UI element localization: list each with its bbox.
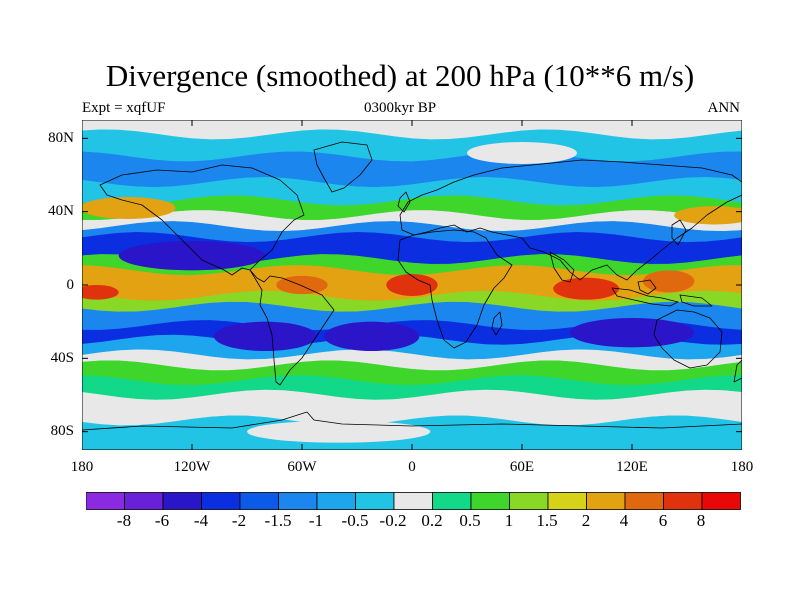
contour-feature xyxy=(569,318,695,348)
colorbar-box xyxy=(278,492,318,510)
coastline-greenland xyxy=(313,141,373,193)
coastline-madagascar xyxy=(491,311,503,336)
contour-feature xyxy=(674,206,742,225)
divergence-map xyxy=(82,120,742,450)
coastline-antarctica xyxy=(82,411,742,431)
colorbar-box xyxy=(162,492,202,510)
colorbar-box xyxy=(124,492,164,510)
colorbar-label: 0.5 xyxy=(459,511,481,530)
period-label: 0300kyr BP xyxy=(363,100,437,116)
colorbar-box xyxy=(470,492,510,510)
contour-feature xyxy=(214,321,317,351)
colorbar-box xyxy=(393,492,433,510)
coastline-south-america xyxy=(249,269,335,386)
contour-feature xyxy=(247,420,431,443)
colorbar-box xyxy=(586,492,626,510)
colorbar xyxy=(86,492,741,510)
coastline-indonesia xyxy=(611,287,679,307)
colorbar-label: -6 xyxy=(154,511,170,530)
x-tick-label: 0 xyxy=(408,459,416,475)
x-tick-label: 180 xyxy=(70,459,94,475)
coastline-africa xyxy=(397,229,513,349)
coastline-japan xyxy=(671,219,687,246)
coastline-new-guinea xyxy=(679,294,713,307)
contour-feature xyxy=(386,274,438,296)
colorbar-label: -4 xyxy=(193,511,209,530)
contour-feature xyxy=(118,241,266,271)
experiment-label: Expt = xqfUF xyxy=(82,100,166,116)
colorbar-box xyxy=(432,492,472,510)
x-tick-label: 120W xyxy=(173,459,211,475)
coastline-borneo xyxy=(637,279,657,295)
colorbar-box xyxy=(355,492,395,510)
colorbar-label: 6 xyxy=(658,511,668,530)
colorbar-label: -8 xyxy=(116,511,132,530)
contour-feature xyxy=(553,277,620,300)
x-tick-label: 180 xyxy=(730,459,754,475)
y-tick-label: 0 xyxy=(66,277,75,293)
colorbar-label: -2 xyxy=(231,511,247,530)
colorbar-label: -0.2 xyxy=(379,511,407,530)
coastline-uk xyxy=(397,191,411,213)
colorbar-label: 4 xyxy=(619,511,629,530)
contour-feature xyxy=(324,321,420,351)
chart-title: Divergence (smoothed) at 200 hPa (10**6 … xyxy=(105,58,695,93)
colorbar-box xyxy=(701,492,741,510)
colorbar-box xyxy=(509,492,549,510)
coastline-north-america xyxy=(99,164,305,276)
colorbar-label: -0.5 xyxy=(341,511,369,530)
contour-features xyxy=(82,142,742,443)
colorbar-label: 1.5 xyxy=(536,511,558,530)
colorbar-box xyxy=(201,492,241,510)
map-ticks xyxy=(82,120,742,450)
colorbar-box xyxy=(86,492,125,510)
y-tick-label: 80S xyxy=(50,423,74,439)
colorbar-box xyxy=(624,492,664,510)
coastlines xyxy=(82,141,742,431)
coastline-australia xyxy=(653,309,723,369)
coastline-new-zealand xyxy=(733,359,742,383)
contour-feature xyxy=(643,270,695,293)
colorbar-label: -1.5 xyxy=(264,511,292,530)
colorbar-box xyxy=(663,492,703,510)
season-label: ANN xyxy=(707,100,741,116)
colorbar-box xyxy=(316,492,356,510)
contour-feature xyxy=(467,142,577,164)
colorbar-label: 1 xyxy=(504,511,514,530)
colorbar-box xyxy=(547,492,587,510)
colorbar-label: 2 xyxy=(581,511,591,530)
y-tick-label: 40S xyxy=(50,350,74,366)
x-tick-label: 60W xyxy=(287,459,317,475)
colorbar-label: 8 xyxy=(696,511,706,530)
colorbar-label: -1 xyxy=(308,511,324,530)
colorbar-box xyxy=(239,492,279,510)
colorbar-label: 0.2 xyxy=(421,511,443,530)
coastline-eurasia xyxy=(399,159,742,281)
contour-feature xyxy=(82,285,119,300)
y-tick-label: 80N xyxy=(48,130,74,146)
y-tick-label: 40N xyxy=(48,203,74,219)
x-tick-label: 120E xyxy=(616,459,648,475)
x-tick-label: 60E xyxy=(509,459,535,475)
coastline-india xyxy=(549,251,575,283)
contour-feature xyxy=(82,197,176,219)
